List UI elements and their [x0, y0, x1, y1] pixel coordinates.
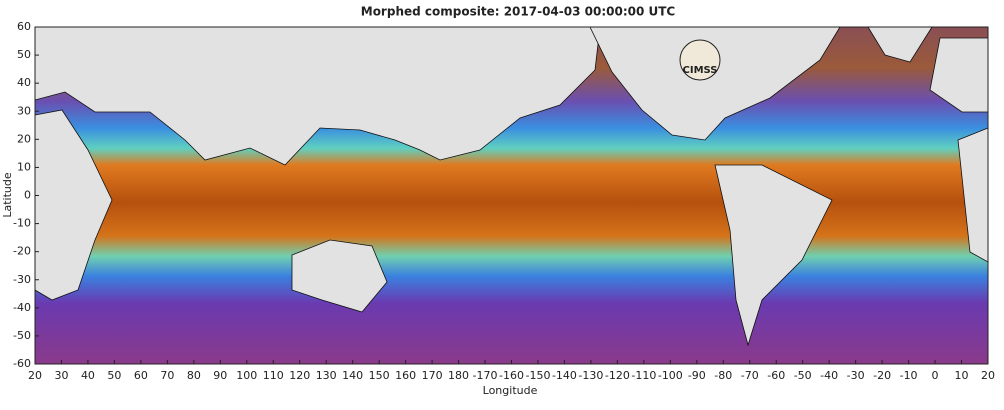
north-america	[589, 26, 841, 141]
x-tick-label: -40	[820, 369, 838, 382]
logo-badge	[679, 39, 721, 81]
x-tick-label: 30	[54, 369, 68, 382]
x-tick-label: -60	[767, 369, 785, 382]
y-tick-label: -10	[13, 217, 31, 230]
australia	[291, 239, 388, 313]
x-tick-label: -50	[794, 369, 812, 382]
logo: CIMSS	[679, 39, 721, 81]
x-axis-label: Longitude	[483, 384, 538, 397]
x-tick-label: 80	[187, 369, 201, 382]
y-tick-label: 10	[17, 160, 31, 173]
y-tick-label: 0	[24, 189, 31, 202]
south-america	[714, 164, 833, 347]
x-tick-label: 70	[160, 369, 174, 382]
x-tick-label: 160	[395, 369, 416, 382]
x-tick-label: 180	[448, 369, 469, 382]
x-tick-label: 110	[263, 369, 284, 382]
y-tick-label: 50	[17, 48, 31, 61]
x-tick-label: 60	[134, 369, 148, 382]
x-tick-label: 10	[955, 369, 969, 382]
x-tick-label: 50	[107, 369, 121, 382]
landmasses	[34, 26, 989, 347]
africa	[34, 109, 113, 301]
x-tick-label: 20	[981, 369, 995, 382]
x-tick-label: -170	[473, 369, 498, 382]
y-tick-label: -20	[13, 245, 31, 258]
x-tick-label: 140	[342, 369, 363, 382]
x-tick-label: -110	[631, 369, 656, 382]
x-tick-label: 170	[422, 369, 443, 382]
x-tick-label: 90	[213, 369, 227, 382]
x-tick-label: -80	[714, 369, 732, 382]
x-tick-label: -140	[552, 369, 577, 382]
x-tick-label: 20	[28, 369, 42, 382]
map-title: Morphed composite: 2017-04-03 00:00:00 U…	[361, 5, 676, 19]
logo-text: CIMSS	[683, 65, 718, 76]
x-tick-label: -120	[605, 369, 630, 382]
y-tick-label: -30	[13, 273, 31, 286]
x-tick-label: 130	[316, 369, 337, 382]
x-tick-label: -90	[688, 369, 706, 382]
x-tick-label: -150	[525, 369, 550, 382]
y-tick-label: 40	[17, 76, 31, 89]
x-tick-label: -20	[873, 369, 891, 382]
x-tick-label: 40	[81, 369, 95, 382]
x-tick-label: -130	[578, 369, 603, 382]
eurasia	[34, 26, 601, 166]
y-tick-label: -50	[13, 329, 31, 342]
x-tick-label: 150	[369, 369, 390, 382]
x-tick-label: 0	[932, 369, 939, 382]
x-tick-label: 120	[289, 369, 310, 382]
x-tick-label: -10	[900, 369, 918, 382]
x-tick-label: -70	[741, 369, 759, 382]
y-tick-label: 20	[17, 132, 31, 145]
x-tick-label: -30	[847, 369, 865, 382]
x-tick-label: -100	[658, 369, 683, 382]
y-tick-label: -60	[13, 357, 31, 370]
europe-east	[929, 37, 989, 113]
y-axis-label: Latitude	[1, 172, 14, 218]
x-tick-label: -160	[499, 369, 524, 382]
y-tick-label: -40	[13, 301, 31, 314]
y-tick-label: 60	[17, 20, 31, 33]
x-tick-label: 100	[236, 369, 257, 382]
y-tick-label: 30	[17, 104, 31, 117]
